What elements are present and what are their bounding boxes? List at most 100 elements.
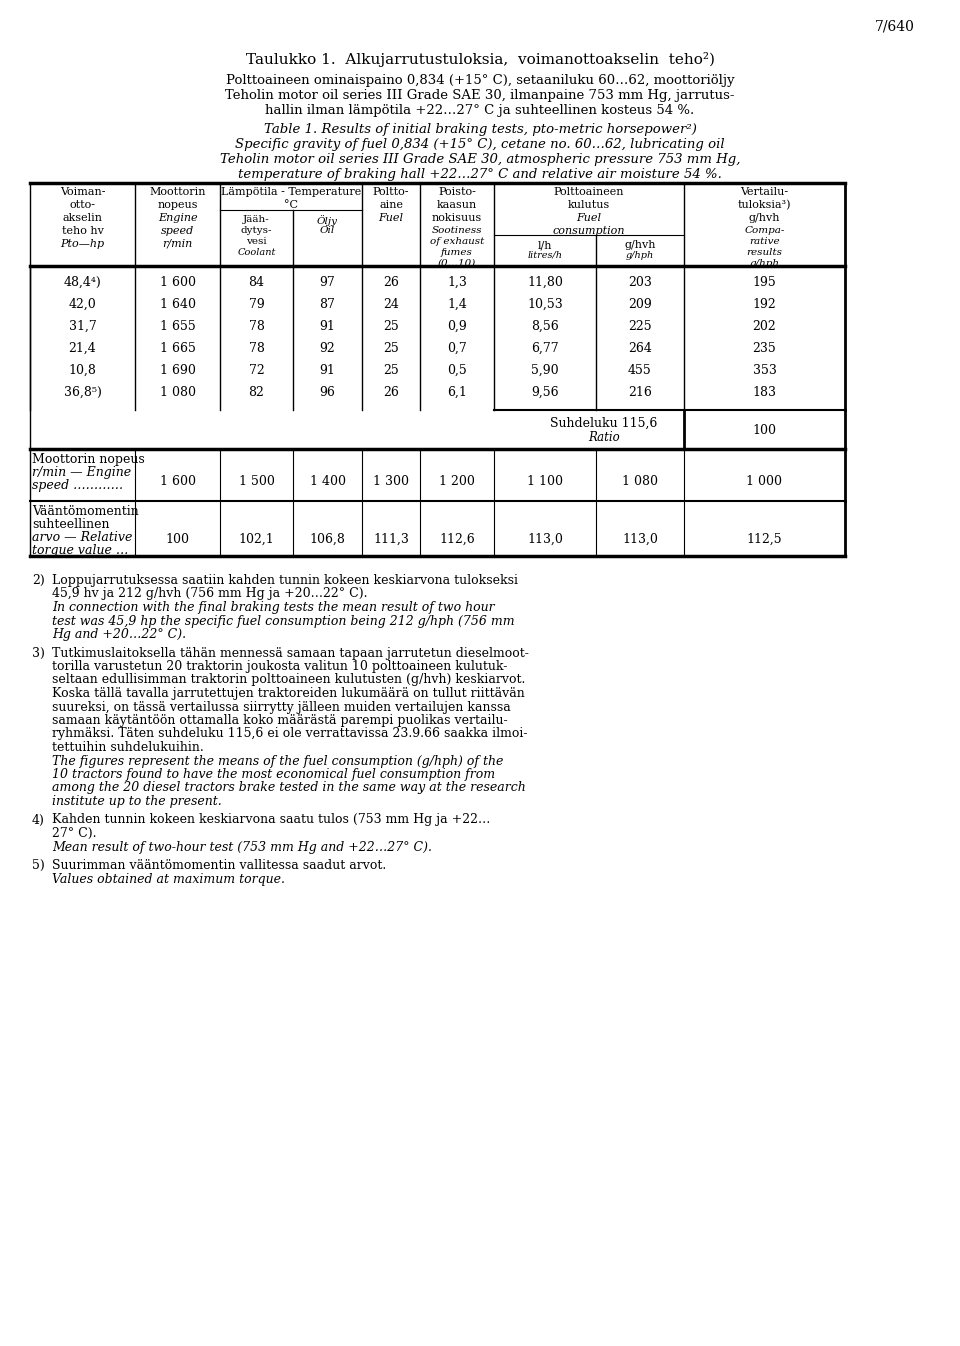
Text: Oil: Oil <box>320 226 335 236</box>
Text: 26: 26 <box>383 386 399 398</box>
Text: teho hv: teho hv <box>61 226 104 236</box>
Text: 216: 216 <box>628 386 652 398</box>
Text: g/hvh: g/hvh <box>749 213 780 223</box>
Text: 192: 192 <box>753 297 777 311</box>
Text: 97: 97 <box>320 276 335 289</box>
Text: Koska tällä tavalla jarrutettujen traktoreiden lukumäärä on tullut riittävän: Koska tällä tavalla jarrutettujen trakto… <box>52 686 525 700</box>
Text: kulutus: kulutus <box>568 201 611 210</box>
Text: Voiman-: Voiman- <box>60 187 106 197</box>
Text: seltaan edullisimman traktorin polttoaineen kulutusten (g/hvh) keskiarvot.: seltaan edullisimman traktorin polttoain… <box>52 673 525 686</box>
Text: 92: 92 <box>320 342 335 355</box>
Text: Engine: Engine <box>157 213 198 223</box>
Text: r/min: r/min <box>162 240 193 249</box>
Text: Fuel: Fuel <box>577 213 602 223</box>
Text: 10,53: 10,53 <box>527 297 563 311</box>
Text: 26: 26 <box>383 276 399 289</box>
Text: among the 20 diesel tractors brake tested in the same way at the research: among the 20 diesel tractors brake teste… <box>52 782 526 794</box>
Text: 82: 82 <box>249 386 264 398</box>
Text: Öljy: Öljy <box>317 215 338 226</box>
Text: 1 690: 1 690 <box>159 363 196 377</box>
Text: 112,5: 112,5 <box>747 533 782 546</box>
Text: dytys-: dytys- <box>241 226 273 236</box>
Text: 84: 84 <box>249 276 265 289</box>
Text: 106,8: 106,8 <box>309 533 346 546</box>
Text: Lämpötila - Temperature: Lämpötila - Temperature <box>221 187 361 197</box>
Text: Kahden tunnin kokeen keskiarvona saatu tulos (753 mm Hg ja +22…: Kahden tunnin kokeen keskiarvona saatu t… <box>52 813 491 826</box>
Text: 91: 91 <box>320 320 335 332</box>
Text: 102,1: 102,1 <box>239 533 275 546</box>
Text: 0,7: 0,7 <box>447 342 467 355</box>
Text: nopeus: nopeus <box>157 201 198 210</box>
Text: Ratio: Ratio <box>588 431 620 444</box>
Text: suhteellinen: suhteellinen <box>32 518 109 532</box>
Text: 195: 195 <box>753 276 777 289</box>
Text: 1,3: 1,3 <box>447 276 467 289</box>
Text: Teholin motor oil series III Grade SAE 30, ilmanpaine 753 mm Hg, jarrutus-: Teholin motor oil series III Grade SAE 3… <box>226 89 734 102</box>
Text: torilla varustetun 20 traktorin joukosta valitun 10 polttoaineen kulutuk-: torilla varustetun 20 traktorin joukosta… <box>52 660 508 673</box>
Text: Specific gravity of fuel 0,834 (+15° C), cetane no. 60…62, lubricating oil: Specific gravity of fuel 0,834 (+15° C),… <box>235 139 725 151</box>
Text: 1 600: 1 600 <box>159 475 196 489</box>
Text: 9,56: 9,56 <box>531 386 559 398</box>
Text: Sootiness: Sootiness <box>432 226 482 236</box>
Text: 202: 202 <box>753 320 777 332</box>
Text: Values obtained at maximum torque.: Values obtained at maximum torque. <box>52 872 285 886</box>
Text: 79: 79 <box>249 297 264 311</box>
Text: 1 665: 1 665 <box>159 342 196 355</box>
Text: 111,3: 111,3 <box>373 533 409 546</box>
Text: temperature of braking hall +22…27° C and relative air moisture 54 %.: temperature of braking hall +22…27° C an… <box>238 168 722 180</box>
Text: Compa-: Compa- <box>744 226 784 236</box>
Text: 4): 4) <box>32 813 45 826</box>
Text: tuloksia³): tuloksia³) <box>737 201 791 210</box>
Text: 42,0: 42,0 <box>68 297 96 311</box>
Text: 112,6: 112,6 <box>439 533 475 546</box>
Text: 6,77: 6,77 <box>531 342 559 355</box>
Text: 0,5: 0,5 <box>447 363 467 377</box>
Text: 183: 183 <box>753 386 777 398</box>
Text: 2): 2) <box>32 573 45 587</box>
Text: Moottorin nopeus: Moottorin nopeus <box>32 454 145 466</box>
Text: 31,7: 31,7 <box>68 320 96 332</box>
Text: The figures represent the means of the fuel consumption (g/hph) of the: The figures represent the means of the f… <box>52 755 503 767</box>
Text: 1 300: 1 300 <box>373 475 409 489</box>
Text: tettuihin suhdelukuihin.: tettuihin suhdelukuihin. <box>52 742 204 754</box>
Text: 264: 264 <box>628 342 652 355</box>
Text: 21,4: 21,4 <box>68 342 96 355</box>
Text: Polttoaineen ominaispaino 0,834 (+15° C), setaaniluku 60…62, moottoriöljy: Polttoaineen ominaispaino 0,834 (+15° C)… <box>226 74 734 87</box>
Text: 1 500: 1 500 <box>239 475 275 489</box>
Text: otto-: otto- <box>69 201 95 210</box>
Text: Fuel: Fuel <box>378 213 403 223</box>
Text: 1 600: 1 600 <box>159 276 196 289</box>
Text: 96: 96 <box>320 386 335 398</box>
Text: 113,0: 113,0 <box>527 533 563 546</box>
Text: 1,4: 1,4 <box>447 297 467 311</box>
Text: consumption: consumption <box>553 226 625 236</box>
Text: 25: 25 <box>383 363 398 377</box>
Text: Loppujarrutuksessa saatiin kahden tunnin kokeen keskiarvona tulokseksi: Loppujarrutuksessa saatiin kahden tunnin… <box>52 573 518 587</box>
Text: speed …………: speed ………… <box>32 479 123 493</box>
Text: 91: 91 <box>320 363 335 377</box>
Text: Moottorin: Moottorin <box>149 187 205 197</box>
Text: 45,9 hv ja 212 g/hvh (756 mm Hg ja +20…22° C).: 45,9 hv ja 212 g/hvh (756 mm Hg ja +20…2… <box>52 587 368 600</box>
Text: institute up to the present.: institute up to the present. <box>52 795 222 808</box>
Text: Polttoaineen: Polttoaineen <box>554 187 624 197</box>
Text: 1 640: 1 640 <box>159 297 196 311</box>
Text: 209: 209 <box>628 297 652 311</box>
Text: 5): 5) <box>32 859 45 872</box>
Text: of exhaust: of exhaust <box>430 237 484 246</box>
Text: 87: 87 <box>320 297 335 311</box>
Text: 36,8⁵): 36,8⁵) <box>63 386 102 398</box>
Text: Tutkimuslaitoksella tähän mennessä samaan tapaan jarrutetun dieselmoot-: Tutkimuslaitoksella tähän mennessä samaa… <box>52 646 529 660</box>
Text: fumes: fumes <box>441 248 473 257</box>
Text: 353: 353 <box>753 363 777 377</box>
Text: aine: aine <box>379 201 403 210</box>
Text: 1 100: 1 100 <box>527 475 563 489</box>
Text: 6,1: 6,1 <box>447 386 467 398</box>
Text: g/hph: g/hph <box>750 258 780 268</box>
Text: 3): 3) <box>32 646 45 660</box>
Text: torque value …: torque value … <box>32 544 129 557</box>
Text: 78: 78 <box>249 342 264 355</box>
Text: 27° C).: 27° C). <box>52 826 97 840</box>
Text: Taulukko 1.  Alkujarrutustuloksia,  voimanottoakselin  teho²): Taulukko 1. Alkujarrutustuloksia, voiman… <box>246 52 714 67</box>
Text: 11,80: 11,80 <box>527 276 563 289</box>
Text: samaan käytäntöön ottamalla koko määrästä parempi puolikas vertailu-: samaan käytäntöön ottamalla koko määräst… <box>52 713 508 727</box>
